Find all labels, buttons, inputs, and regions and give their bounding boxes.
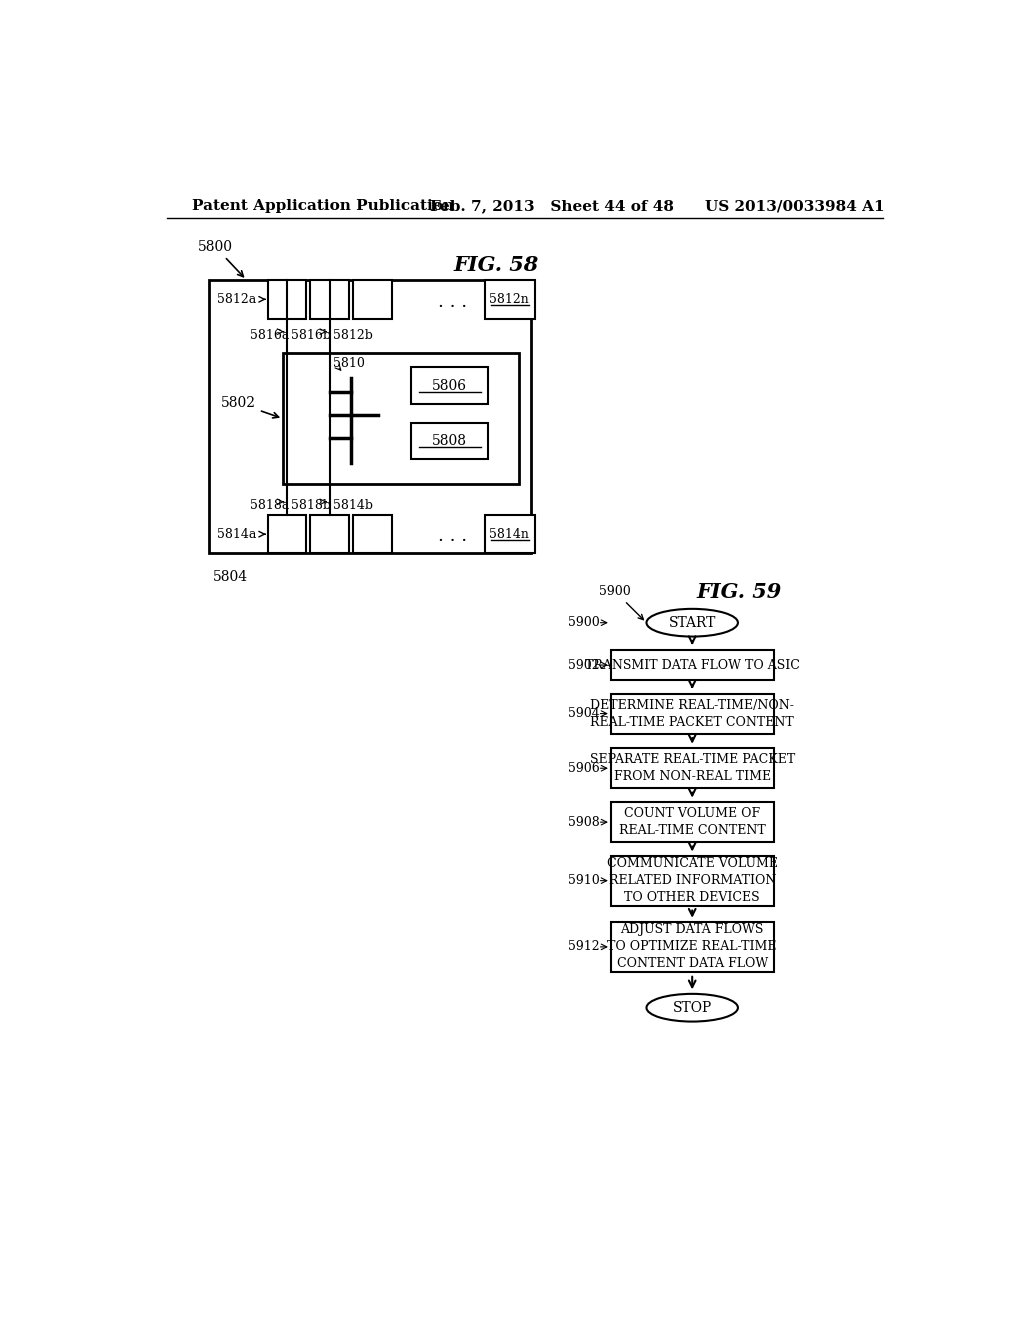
Bar — [310, 280, 349, 318]
Bar — [611, 857, 773, 906]
Text: 5816a: 5816a — [250, 329, 289, 342]
Text: . . .: . . . — [438, 293, 467, 310]
Bar — [484, 280, 535, 318]
Text: Patent Application Publication: Patent Application Publication — [191, 199, 454, 213]
Text: Feb. 7, 2013   Sheet 44 of 48: Feb. 7, 2013 Sheet 44 of 48 — [430, 199, 674, 213]
Text: . . .: . . . — [438, 528, 467, 545]
Text: 5912: 5912 — [568, 940, 600, 953]
Bar — [611, 693, 773, 734]
Bar — [411, 367, 488, 404]
Text: 5904: 5904 — [568, 708, 600, 721]
Bar — [352, 515, 391, 553]
Text: 5906: 5906 — [568, 762, 600, 775]
Text: US 2013/0033984 A1: US 2013/0033984 A1 — [706, 199, 885, 213]
Text: 5806: 5806 — [432, 379, 467, 392]
Text: 5812n: 5812n — [489, 293, 529, 306]
Text: START: START — [669, 615, 716, 630]
Text: 5802: 5802 — [221, 396, 279, 418]
Text: 5808: 5808 — [432, 434, 467, 447]
Text: 5818a: 5818a — [250, 499, 289, 512]
Text: 5900: 5900 — [568, 616, 600, 630]
Text: 5814b: 5814b — [334, 499, 374, 512]
Text: ADJUST DATA FLOWS
TO OPTIMIZE REAL-TIME
CONTENT DATA FLOW: ADJUST DATA FLOWS TO OPTIMIZE REAL-TIME … — [607, 924, 777, 970]
Text: DETERMINE REAL-TIME/NON-
REAL-TIME PACKET CONTENT: DETERMINE REAL-TIME/NON- REAL-TIME PACKE… — [590, 698, 795, 729]
Bar — [352, 280, 391, 318]
Text: 5816b: 5816b — [291, 329, 331, 342]
Text: 5800: 5800 — [198, 240, 244, 277]
Text: COMMUNICATE VOLUME
RELATED INFORMATION
TO OTHER DEVICES: COMMUNICATE VOLUME RELATED INFORMATION T… — [606, 857, 777, 904]
Text: 5812b: 5812b — [334, 329, 374, 342]
Text: 5814n: 5814n — [489, 528, 529, 541]
Text: 5804: 5804 — [213, 569, 249, 583]
Text: 5812a: 5812a — [217, 293, 256, 306]
Text: COUNT VOLUME OF
REAL-TIME CONTENT: COUNT VOLUME OF REAL-TIME CONTENT — [618, 807, 766, 837]
Bar — [310, 515, 349, 553]
Ellipse shape — [646, 609, 738, 636]
Bar — [411, 422, 488, 459]
Bar — [611, 923, 773, 973]
Text: TRANSMIT DATA FLOW TO ASIC: TRANSMIT DATA FLOW TO ASIC — [585, 659, 800, 672]
Text: FIG. 58: FIG. 58 — [454, 255, 539, 275]
Bar — [611, 803, 773, 842]
Bar — [484, 515, 535, 553]
Text: SEPARATE REAL-TIME PACKET
FROM NON-REAL TIME: SEPARATE REAL-TIME PACKET FROM NON-REAL … — [590, 754, 795, 783]
Text: 5908: 5908 — [568, 816, 600, 829]
Text: 5814a: 5814a — [217, 528, 256, 541]
Text: 5818b: 5818b — [291, 499, 331, 512]
Text: STOP: STOP — [673, 1001, 712, 1015]
Text: 5910: 5910 — [568, 874, 600, 887]
Bar — [611, 649, 773, 681]
Text: 5902: 5902 — [568, 659, 600, 672]
Bar — [283, 354, 519, 484]
Ellipse shape — [646, 994, 738, 1022]
Text: 5900: 5900 — [599, 585, 643, 619]
Bar — [267, 280, 306, 318]
Text: 5810: 5810 — [334, 356, 366, 370]
Text: FIG. 59: FIG. 59 — [696, 582, 781, 602]
Bar — [267, 515, 306, 553]
Bar — [209, 280, 531, 553]
Bar — [611, 748, 773, 788]
